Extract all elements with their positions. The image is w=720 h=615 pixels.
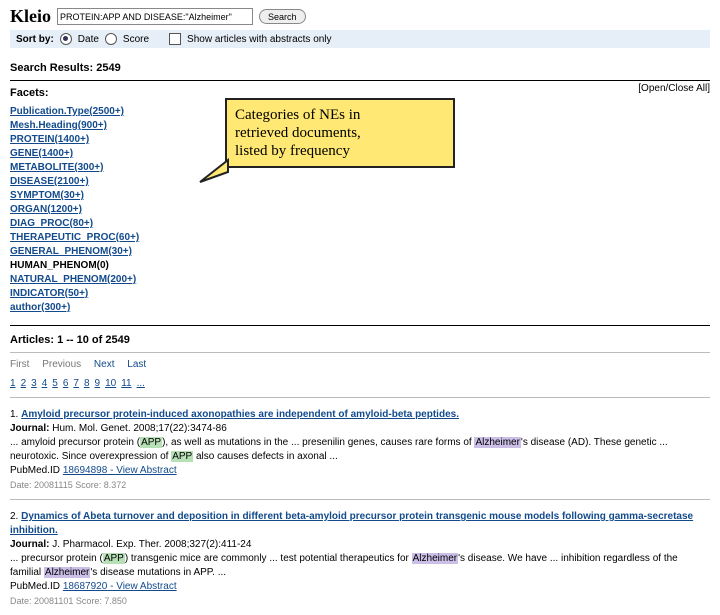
facet-list: Publication.Type(2500+)Mesh.Heading(900+… xyxy=(10,105,200,315)
app-logo: Kleio xyxy=(10,6,51,27)
hl-protein: APP xyxy=(171,451,193,462)
page-number[interactable]: 11 xyxy=(121,378,131,389)
search-input[interactable] xyxy=(57,8,253,25)
callout-line2: retrieved documents, xyxy=(235,124,445,142)
pager-first: First xyxy=(10,359,29,370)
view-abstract[interactable]: - View Abstract xyxy=(107,465,176,476)
pubmed-id[interactable]: 18694898 xyxy=(63,465,108,476)
facet-item[interactable]: GENERAL_PHENOM(30+) xyxy=(10,245,200,259)
pager-prev: Previous xyxy=(42,359,81,370)
facet-item[interactable]: ORGAN(1200+) xyxy=(10,203,200,217)
facet-item[interactable]: THERAPEUTIC_PROC(60+) xyxy=(10,231,200,245)
page-number[interactable]: 5 xyxy=(52,378,58,389)
page-number[interactable]: 9 xyxy=(95,378,101,389)
results-label: Search Results: xyxy=(10,62,93,74)
pubmed-id[interactable]: 18687920 xyxy=(63,581,108,592)
checkbox-abstracts[interactable] xyxy=(169,33,181,45)
divider xyxy=(10,325,710,326)
page-number[interactable]: 8 xyxy=(84,378,90,389)
page-number[interactable]: 1 xyxy=(10,378,16,389)
journal-value: J. Pharmacol. Exp. Ther. 2008;327(2):411… xyxy=(52,539,251,550)
divider xyxy=(10,352,710,353)
facet-item[interactable]: author(300+) xyxy=(10,301,200,315)
page-number[interactable]: 3 xyxy=(31,378,37,389)
hl-disease: Alzheimer xyxy=(474,437,520,448)
facet-item[interactable]: INDICATOR(50+) xyxy=(10,287,200,301)
snippet: ), as well as mutations in the ... prese… xyxy=(162,437,474,448)
hl-protein: APP xyxy=(103,553,125,564)
page-number[interactable]: 2 xyxy=(21,378,27,389)
sort-label: Sort by: xyxy=(16,34,54,45)
facet-item[interactable]: SYMPTOM(30+) xyxy=(10,189,200,203)
callout-line3: listed by frequency xyxy=(235,142,445,160)
journal-value: Hum. Mol. Genet. 2008;17(22):3474-86 xyxy=(52,423,227,434)
view-abstract[interactable]: - View Abstract xyxy=(107,581,176,592)
hl-disease: Alzheimer xyxy=(412,553,458,564)
sort-bar: Sort by: Date Score Show articles with a… xyxy=(10,30,710,48)
open-close-all[interactable]: [Open/Close All] xyxy=(638,83,710,94)
hl-protein: APP xyxy=(140,437,162,448)
snippet: 's disease mutations in APP. ... xyxy=(90,567,226,578)
facet-item[interactable]: NATURAL_PHENOM(200+) xyxy=(10,273,200,287)
page-number[interactable]: 7 xyxy=(73,378,79,389)
facets-heading: Facets: xyxy=(10,87,200,99)
pager: First Previous Next Last xyxy=(10,359,710,370)
page-number[interactable]: ... xyxy=(137,378,145,389)
snippet: ... amyloid precursor protein ( xyxy=(10,437,140,448)
article-meta: Date: 20081101 Score: 7.850 xyxy=(10,596,127,606)
hl-disease: Alzheimer xyxy=(44,567,90,578)
radio-score-label: Score xyxy=(123,34,149,45)
facet-item: HUMAN_PHENOM(0) xyxy=(10,260,109,271)
page-number[interactable]: 6 xyxy=(63,378,69,389)
facet-item[interactable]: PROTEIN(1400+) xyxy=(10,133,200,147)
snippet: ) transgenic mice are commonly ... test … xyxy=(125,553,412,564)
article-title[interactable]: Dynamics of Abeta turnover and depositio… xyxy=(10,511,693,536)
article-num: 2. xyxy=(10,511,18,522)
callout-tail-icon xyxy=(196,158,236,188)
results-count: 2549 xyxy=(96,62,120,74)
page-number[interactable]: 4 xyxy=(42,378,48,389)
facet-item[interactable]: DISEASE(2100+) xyxy=(10,175,200,189)
snippet: ... precursor protein ( xyxy=(10,553,103,564)
article-title[interactable]: Amyloid precursor protein-induced axonop… xyxy=(21,409,459,420)
article-item: 2. Dynamics of Abeta turnover and deposi… xyxy=(10,510,710,609)
pager-last[interactable]: Last xyxy=(127,359,146,370)
divider xyxy=(10,397,710,398)
article-item: 1. Amyloid precursor protein-induced axo… xyxy=(10,408,710,493)
page-numbers: 123456789 10 11... xyxy=(10,378,710,389)
snippet: also causes defects in axonal ... xyxy=(193,451,338,462)
article-meta: Date: 20081115 Score: 8.372 xyxy=(10,480,126,490)
radio-date[interactable] xyxy=(60,33,72,45)
callout-box: Categories of NEs in retrieved documents… xyxy=(225,98,455,168)
facet-item[interactable]: METABOLITE(300+) xyxy=(10,161,200,175)
journal-label: Journal: xyxy=(10,423,49,434)
page-number[interactable]: 10 xyxy=(105,378,116,389)
facet-item[interactable]: Publication.Type(2500+) xyxy=(10,105,200,119)
article-num: 1. xyxy=(10,409,18,420)
callout-line1: Categories of NEs in xyxy=(235,106,445,124)
divider xyxy=(10,499,710,500)
journal-label: Journal: xyxy=(10,539,49,550)
radio-score[interactable] xyxy=(105,33,117,45)
pubmed-label: PubMed.ID xyxy=(10,581,63,592)
pubmed-label: PubMed.ID xyxy=(10,465,63,476)
search-button[interactable]: Search xyxy=(259,9,306,24)
divider xyxy=(10,80,710,81)
articles-header: Articles: 1 -- 10 of 2549 xyxy=(10,334,710,346)
radio-date-label: Date xyxy=(78,34,99,45)
facet-item[interactable]: DIAG_PROC(80+) xyxy=(10,217,200,231)
facet-item[interactable]: GENE(1400+) xyxy=(10,147,200,161)
facet-item[interactable]: Mesh.Heading(900+) xyxy=(10,119,200,133)
pager-next[interactable]: Next xyxy=(94,359,115,370)
checkbox-abstracts-label: Show articles with abstracts only xyxy=(187,34,332,45)
